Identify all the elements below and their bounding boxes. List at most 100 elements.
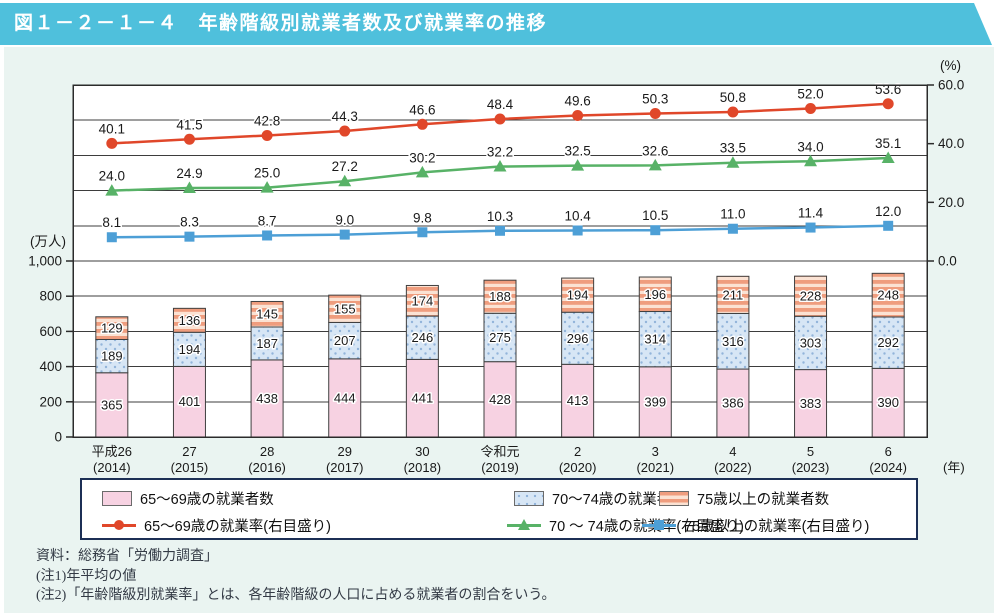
bar-value-label: 444 xyxy=(334,390,356,405)
legend-marker-rate-65-69 xyxy=(102,517,136,533)
bar-value-label: 187 xyxy=(256,336,278,351)
line-marker-rate-75plus xyxy=(106,232,117,243)
bar-segment-bar-75plus xyxy=(638,276,672,313)
line-value-label: 11.0 xyxy=(720,207,745,222)
line-marker-rate-75plus xyxy=(572,225,583,236)
legend-swatch-bar-70-74 xyxy=(514,490,544,506)
legend-item-rate-65-69: 65～69歳の就業率(右目盛り) xyxy=(102,516,331,535)
legend-item-bar-75plus: 75歳以上の就業者数 xyxy=(659,489,829,508)
bar-value-label: 296 xyxy=(567,331,589,346)
circle-marker-icon xyxy=(114,520,124,530)
x-axis-label-year: (2019) xyxy=(481,460,519,475)
line-value-label: 12.0 xyxy=(875,204,901,219)
line-value-label: 8.3 xyxy=(180,215,199,230)
bar-value-label: 129 xyxy=(101,321,123,336)
bar-value-label: 428 xyxy=(489,392,511,407)
right-axis-label: 0.0 xyxy=(938,254,957,269)
x-axis-label-year: (2018) xyxy=(404,460,442,475)
bar-value-label: 390 xyxy=(877,395,899,410)
x-axis-label-era: 28 xyxy=(260,444,274,459)
bar-value-label: 174 xyxy=(412,293,434,308)
line-marker-rate-65-69 xyxy=(416,118,428,130)
legend-box: 65～69歳の就業者数 70～74歳の就業者数 75歳以上の就業者数 65～69歳の就… xyxy=(80,478,918,540)
left-axis-label: 200 xyxy=(39,394,62,409)
bar-segment-bar-70-74 xyxy=(871,316,905,369)
note-source: 資料：総務省「労働力調査」 xyxy=(36,549,218,564)
bar-value-label: 292 xyxy=(877,335,899,350)
line-marker-rate-70-74 xyxy=(493,160,507,172)
line-value-label: 49.6 xyxy=(564,94,590,109)
bar-segment-bar-75plus xyxy=(794,275,828,317)
bar-value-label: 207 xyxy=(334,333,356,348)
line-marker-rate-75plus xyxy=(805,222,816,233)
line-marker-rate-65-69 xyxy=(882,98,894,110)
line-value-label: 44.3 xyxy=(332,109,358,124)
line-value-label: 25.0 xyxy=(254,166,280,181)
left-axis-label: 800 xyxy=(39,289,62,304)
line-marker-rate-70-74 xyxy=(726,156,740,168)
bar-segment-bar-65-69 xyxy=(172,365,206,438)
x-axis-label-era: 平成26 xyxy=(92,444,132,459)
x-axis-label-year: (2014) xyxy=(93,460,131,475)
x-axis-label-era: 30 xyxy=(415,444,429,459)
triangle-marker-icon xyxy=(518,519,530,530)
x-axis-label-era: 5 xyxy=(807,444,814,459)
line-marker-rate-70-74 xyxy=(648,158,662,171)
bar-segment-bar-75plus xyxy=(405,284,439,317)
legend-item-bar-70-74: 70～74歳の就業者数 xyxy=(514,489,686,508)
x-axis-label-year: (2023) xyxy=(792,460,830,475)
bar-segment-bar-65-69 xyxy=(794,369,828,438)
line-value-label: 32.5 xyxy=(564,144,590,159)
bar-value-label: 194 xyxy=(179,342,201,357)
x-axis-label-era: 29 xyxy=(337,444,351,459)
line-marker-rate-70-74 xyxy=(804,154,818,167)
bar-value-label: 399 xyxy=(644,394,666,409)
line-value-label: 32.6 xyxy=(642,143,668,158)
line-marker-rate-65-69 xyxy=(649,107,661,119)
line-marker-rate-65-69 xyxy=(261,129,273,141)
bar-segment-bar-70-74 xyxy=(794,315,828,371)
bar-segment-bar-75plus xyxy=(871,272,905,318)
bar-value-label: 386 xyxy=(722,396,744,411)
bar-value-label: 316 xyxy=(722,334,744,349)
bar-value-label: 401 xyxy=(179,394,201,409)
bar-value-label: 303 xyxy=(800,335,822,350)
figure-title: 図１－２－１－４ 年齢階級別就業者数及び就業率の推移 xyxy=(14,13,548,34)
bar-segment-bar-75plus xyxy=(483,279,517,314)
legend-swatch-bar-65-69 xyxy=(102,490,132,506)
line-marker-rate-65-69 xyxy=(805,102,817,114)
line-value-label: 42.8 xyxy=(254,113,280,128)
line-value-label: 27.2 xyxy=(332,159,358,174)
left-axis-label: 400 xyxy=(39,359,62,374)
legend-item-rate-75plus: 75歳以上の就業率(右目盛り) xyxy=(642,516,870,535)
bar-segment-bar-75plus xyxy=(328,294,362,323)
line-marker-rate-75plus xyxy=(339,229,350,240)
line-value-label: 24.0 xyxy=(99,169,125,184)
bar-segment-bar-65-69 xyxy=(250,359,284,438)
legend-label: 75歳以上の就業率(右目盛り) xyxy=(684,518,870,535)
bar-value-label: 365 xyxy=(101,397,123,412)
legend-label: 65～69歳の就業者数 xyxy=(140,491,274,508)
line-marker-rate-75plus xyxy=(184,231,195,242)
line-marker-rate-75plus xyxy=(495,225,505,236)
bar-value-label: 196 xyxy=(644,287,666,302)
bar-segment-bar-70-74 xyxy=(483,312,517,363)
line-value-label: 11.4 xyxy=(798,206,824,221)
bar-value-label: 228 xyxy=(800,289,822,304)
bar-value-label: 441 xyxy=(412,391,434,406)
figure-title-bar: 図１－２－１－４ 年齢階級別就業者数及び就業率の推移 xyxy=(0,3,992,45)
line-marker-rate-70-74 xyxy=(338,174,352,187)
bar-segment-bar-70-74 xyxy=(95,338,129,374)
square-marker-icon xyxy=(654,520,664,530)
bar-value-label: 248 xyxy=(877,288,899,303)
line-value-label: 10.5 xyxy=(642,208,668,223)
bar-value-label: 189 xyxy=(101,349,123,364)
line-value-label: 8.7 xyxy=(258,213,277,228)
right-axis-label: 20.0 xyxy=(938,195,964,210)
line-value-label: 9.0 xyxy=(335,213,354,228)
line-marker-rate-70-74 xyxy=(881,151,895,164)
line-marker-rate-65-69 xyxy=(183,133,195,145)
bar-value-label: 211 xyxy=(723,287,744,302)
bar-segment-bar-65-69 xyxy=(638,366,672,438)
